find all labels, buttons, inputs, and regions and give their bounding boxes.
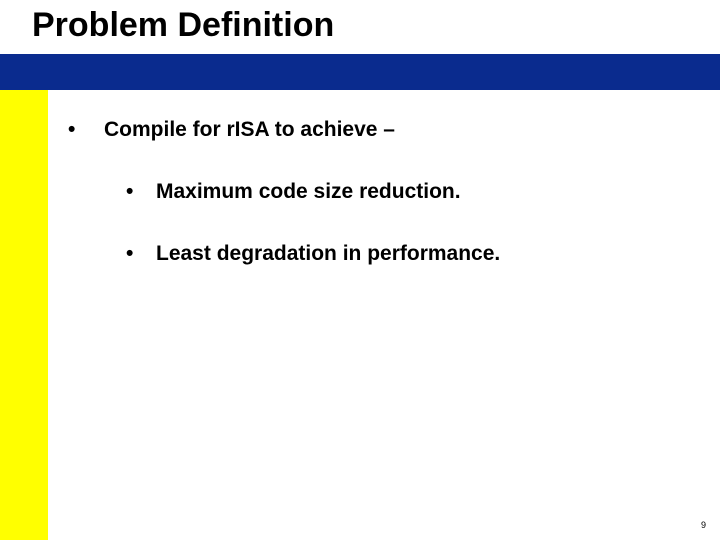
bullet-text-sub-2: Least degradation in performance. (156, 242, 500, 266)
page-number: 9 (701, 520, 706, 530)
slide-body: • Compile for rISA to achieve – • Maximu… (68, 118, 688, 304)
bullet-glyph: • (126, 242, 156, 266)
bullet-level-2-group: • Maximum code size reduction. • Least d… (126, 180, 688, 266)
title-underline-band (0, 54, 720, 90)
slide-title: Problem Definition (32, 6, 334, 45)
bullet-text-main: Compile for rISA to achieve – (104, 118, 395, 142)
bullet-text-sub-1: Maximum code size reduction. (156, 180, 461, 204)
bullet-level-2: • Maximum code size reduction. (126, 180, 688, 204)
left-sidebar-accent (0, 90, 48, 540)
bullet-level-1: • Compile for rISA to achieve – (68, 118, 688, 142)
bullet-level-2: • Least degradation in performance. (126, 242, 688, 266)
bullet-glyph: • (126, 180, 156, 204)
title-area: Problem Definition (0, 0, 720, 54)
bullet-glyph: • (68, 118, 104, 142)
